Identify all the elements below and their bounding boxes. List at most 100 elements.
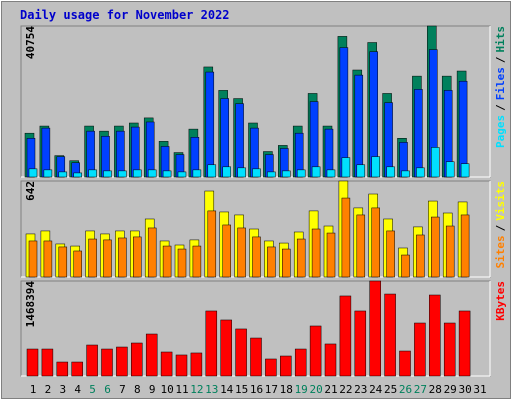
bar xyxy=(222,224,231,278)
x-tick-label: 27 xyxy=(414,383,427,396)
bar xyxy=(296,238,306,278)
bar xyxy=(116,130,125,178)
bar xyxy=(237,227,246,278)
x-tick-label: 17 xyxy=(265,383,278,396)
x-tick-label: 5 xyxy=(89,383,96,396)
bar xyxy=(88,169,97,178)
bar xyxy=(326,169,336,178)
bar xyxy=(386,230,395,278)
legend: KBytes xyxy=(494,281,507,321)
bar xyxy=(384,293,396,377)
x-tick-label: 18 xyxy=(280,383,293,396)
bar xyxy=(58,246,68,278)
bar xyxy=(235,103,244,178)
x-tick-label: 6 xyxy=(104,383,111,396)
x-tick-label: 11 xyxy=(175,383,188,396)
x-tick-label: 2 xyxy=(45,383,52,396)
legend: Pages / Files / Hits xyxy=(494,26,507,148)
x-tick-label: 19 xyxy=(295,383,308,396)
bar xyxy=(101,348,113,377)
bar xyxy=(416,167,425,178)
bar xyxy=(252,168,261,178)
x-tick-label: 7 xyxy=(119,383,126,396)
bar xyxy=(192,245,202,278)
bar xyxy=(205,310,218,377)
bar xyxy=(341,197,351,278)
bar xyxy=(429,294,441,377)
bar xyxy=(282,170,291,178)
x-tick-label: 25 xyxy=(384,383,397,396)
y-max-label: 40754 xyxy=(24,26,37,59)
bar xyxy=(56,361,69,377)
bar xyxy=(162,170,172,178)
legend: Sites / Visits xyxy=(494,181,507,269)
bar xyxy=(265,358,277,377)
bar xyxy=(386,166,395,178)
bar xyxy=(458,80,468,178)
bar xyxy=(73,250,82,278)
x-tick-label: 4 xyxy=(74,383,81,396)
bar xyxy=(237,167,246,178)
bar xyxy=(371,207,380,278)
bar xyxy=(103,239,112,278)
x-tick-label: 14 xyxy=(220,383,234,396)
bar xyxy=(414,89,423,178)
x-tick-label: 30 xyxy=(458,383,471,396)
x-tick-label: 15 xyxy=(235,383,248,396)
x-tick-label: 21 xyxy=(324,383,337,396)
legend-entry: Sites xyxy=(494,235,507,268)
y-max-label: 642 xyxy=(24,181,37,201)
bar xyxy=(460,163,470,178)
bar xyxy=(133,236,142,278)
bar xyxy=(443,322,456,377)
bar xyxy=(250,337,262,377)
bar xyxy=(296,169,306,178)
bar xyxy=(431,147,440,178)
x-tick-label: 29 xyxy=(444,383,457,396)
bar xyxy=(28,240,38,278)
bar xyxy=(282,248,291,278)
bar xyxy=(445,161,455,178)
bar xyxy=(401,254,410,278)
bar xyxy=(175,354,188,377)
bar xyxy=(162,245,172,278)
legend-entry: Files xyxy=(494,67,507,100)
bar xyxy=(103,170,112,178)
x-tick-label: 13 xyxy=(205,383,218,396)
x-tick-label: 16 xyxy=(250,383,263,396)
bar xyxy=(177,248,187,278)
bar xyxy=(28,168,38,178)
bar xyxy=(309,101,319,178)
chart-title: Daily usage for November 2022 xyxy=(20,8,230,22)
bar xyxy=(26,348,39,377)
bar xyxy=(41,348,54,377)
bar xyxy=(371,156,380,178)
bar xyxy=(86,344,98,377)
bar xyxy=(414,322,426,377)
bar xyxy=(118,237,127,278)
bar xyxy=(324,343,337,377)
bar xyxy=(235,328,247,377)
bar xyxy=(354,74,364,178)
legend-separator: / xyxy=(494,56,507,63)
x-tick-label: 22 xyxy=(339,383,352,396)
bar xyxy=(145,121,155,178)
bar xyxy=(88,238,97,278)
bar xyxy=(267,246,276,278)
x-tick-label: 12 xyxy=(190,383,203,396)
bar xyxy=(280,355,292,377)
legend-entry: Visits xyxy=(494,181,507,221)
bar xyxy=(220,319,232,377)
bar xyxy=(160,351,173,377)
bar xyxy=(416,234,425,278)
bar xyxy=(190,352,203,377)
bar xyxy=(309,325,322,377)
bar xyxy=(326,232,336,278)
bar xyxy=(311,166,321,178)
bar xyxy=(131,342,143,377)
bar xyxy=(73,172,82,178)
x-tick-label: 8 xyxy=(134,383,141,396)
bar xyxy=(311,228,321,278)
bar xyxy=(384,102,393,178)
